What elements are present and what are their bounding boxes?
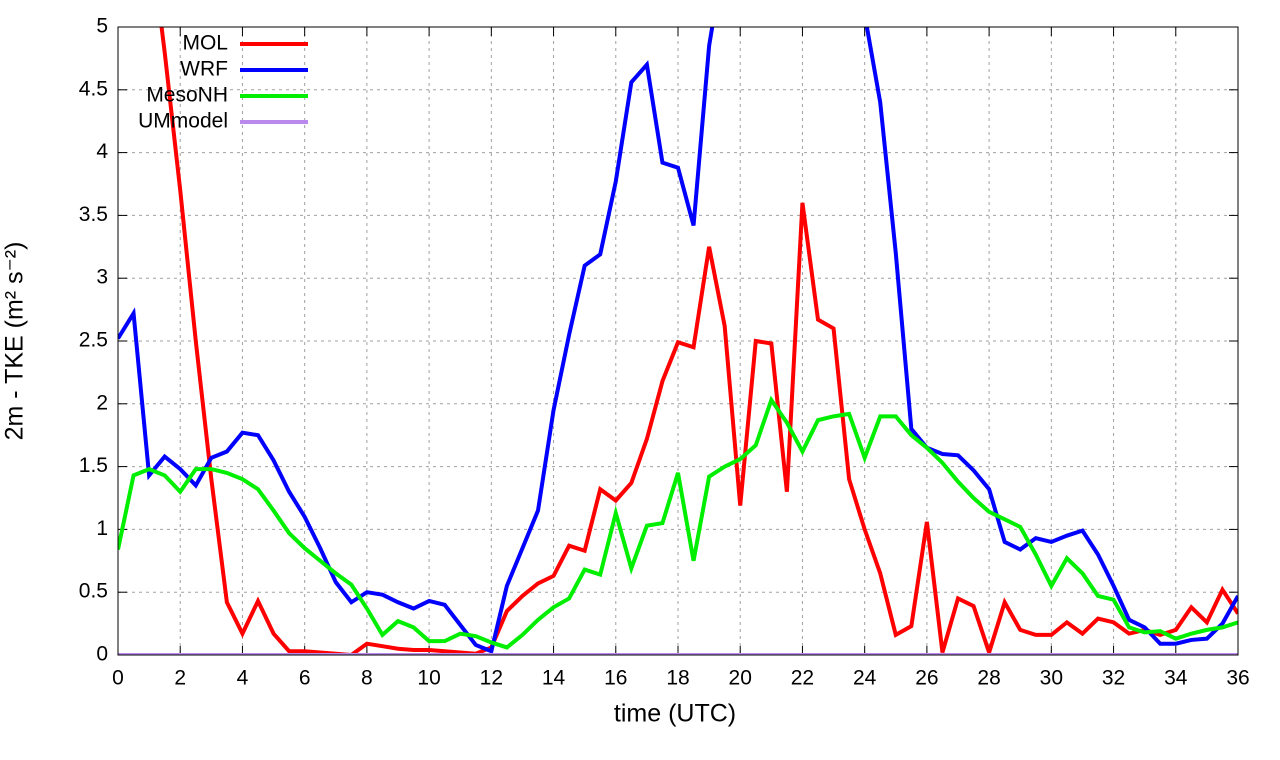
- plot-area: [118, 27, 1238, 655]
- x-tick-label: 8: [361, 667, 373, 690]
- y-tick-label: 0.5: [79, 580, 108, 603]
- x-tick-label: 30: [1040, 667, 1063, 690]
- x-tick-label: 26: [915, 667, 938, 690]
- x-tick-label: 36: [1226, 667, 1249, 690]
- x-tick-label: 34: [1164, 667, 1188, 690]
- legend-label: MOL: [182, 32, 228, 55]
- x-tick-label: 4: [237, 667, 249, 690]
- y-axis-title: 2m - TKE (m² s⁻²): [1, 242, 29, 441]
- y-tick-label: 3.5: [79, 203, 108, 226]
- x-tick-label: 16: [604, 667, 627, 690]
- x-tick-label: 10: [417, 667, 440, 690]
- y-tick-label: 0: [96, 643, 108, 666]
- x-tick-label: 12: [480, 667, 503, 690]
- x-tick-label: 0: [112, 667, 124, 690]
- x-tick-label: 2: [174, 667, 186, 690]
- x-tick-label: 14: [542, 667, 566, 690]
- x-tick-label: 24: [853, 667, 877, 690]
- y-tick-label: 4: [96, 140, 108, 163]
- x-tick-label: 22: [791, 667, 814, 690]
- data-line: [159, 27, 1238, 655]
- x-tick-label: 32: [1102, 667, 1125, 690]
- data-line: [118, 27, 1238, 654]
- y-tick-label: 3: [96, 266, 108, 289]
- x-axis-title: time (UTC): [614, 700, 736, 728]
- x-tick-label: 6: [299, 667, 311, 690]
- y-tick-label: 4.5: [79, 77, 108, 100]
- y-tick-label: 1: [96, 517, 108, 540]
- data-line: [118, 395, 1238, 650]
- x-tick-label: 18: [666, 667, 689, 690]
- plot-border: [117, 26, 1239, 656]
- x-tick-label: 20: [729, 667, 752, 690]
- x-tick-label: 28: [977, 667, 1000, 690]
- legend-label: UMmodel: [138, 110, 228, 133]
- y-tick-label: 2: [96, 391, 108, 414]
- legend-label: WRF: [180, 58, 228, 81]
- legend-label: MesoNH: [146, 84, 228, 107]
- y-tick-label: 2.5: [79, 329, 108, 352]
- y-tick-label: 1.5: [79, 454, 108, 477]
- y-tick-label: 5: [96, 15, 108, 38]
